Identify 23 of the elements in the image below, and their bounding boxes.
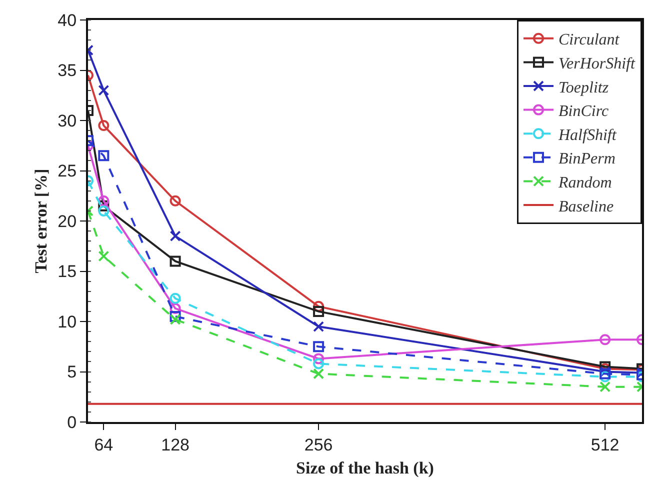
x-tick-label: 256: [304, 435, 333, 454]
legend-label: Baseline: [558, 198, 614, 216]
legend-label: Toeplitz: [558, 79, 610, 96]
y-tick-label: 30: [58, 111, 77, 130]
legend-label: BinPerm: [558, 150, 616, 168]
legend-label: HalfShift: [558, 126, 617, 144]
y-tick-label: 0: [67, 412, 77, 432]
y-tick-label: 10: [58, 312, 77, 332]
legend-label: Circulant: [558, 32, 620, 49]
x-tick-label: 512: [590, 435, 620, 454]
y-tick-label: 15: [58, 262, 77, 282]
x-tick-label: 128: [161, 435, 190, 454]
x-tick-label: 64: [94, 435, 114, 454]
y-tick-label: 5: [67, 362, 77, 382]
legend-label: BinCirc: [558, 103, 609, 120]
y-tick-label: 35: [58, 61, 77, 80]
legend-label: Random: [558, 174, 612, 192]
legend-label: VerHorShift: [558, 55, 636, 72]
y-tick-label: 25: [58, 162, 77, 181]
y-axis-title: Test error [%]: [32, 168, 51, 274]
y-tick-label: 20: [58, 212, 77, 231]
x-axis-title: Size of the hash (k): [296, 458, 434, 478]
y-tick-label: 40: [58, 10, 77, 30]
